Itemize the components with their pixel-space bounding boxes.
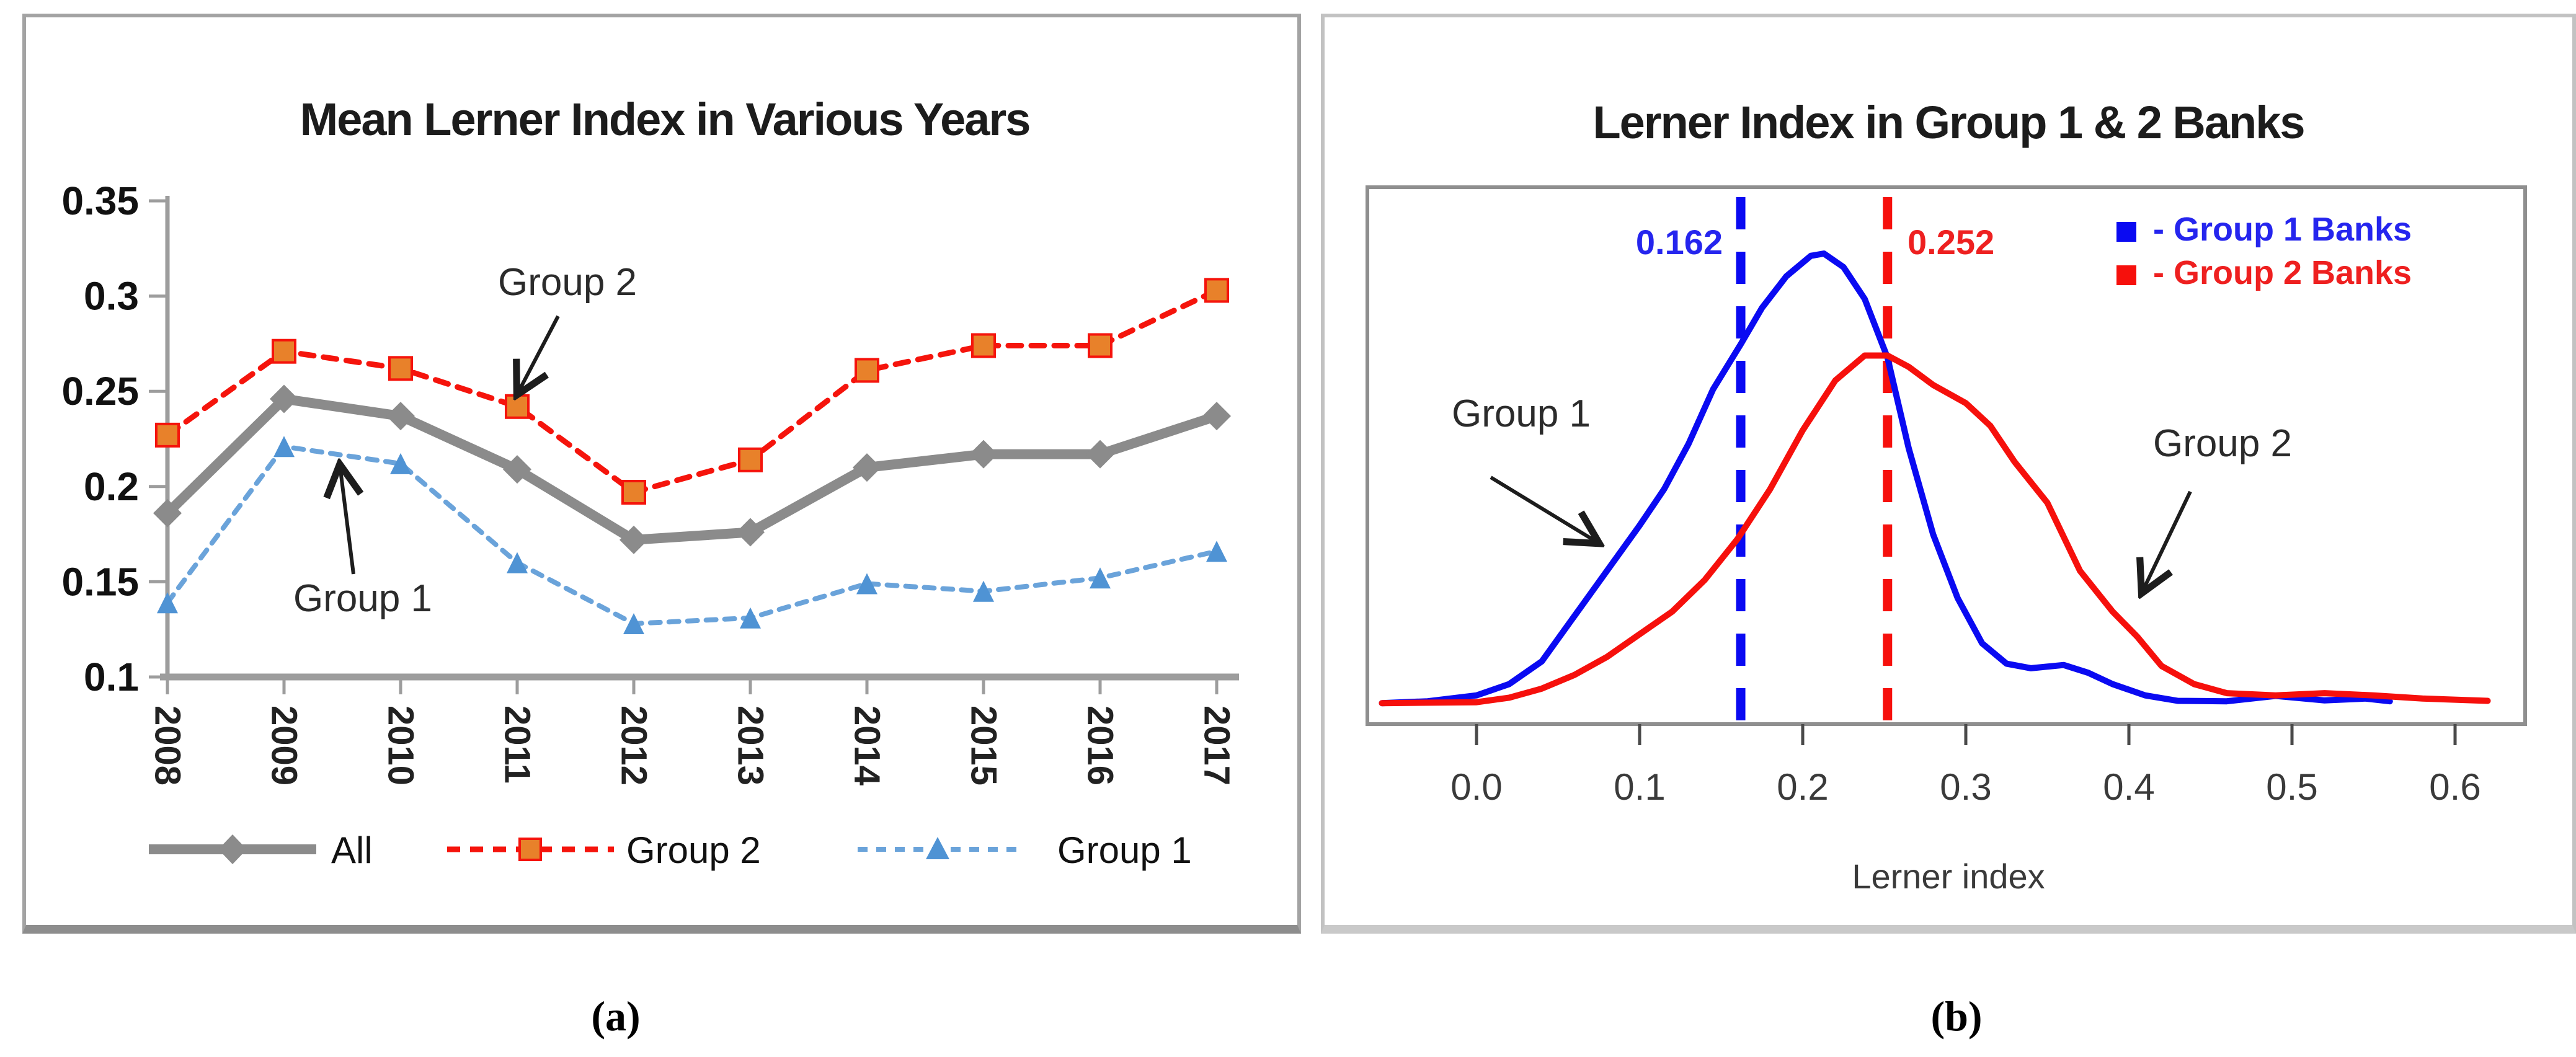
marker-diamond-icon xyxy=(270,384,298,414)
chart-a-title: Mean Lerner Index in Various Years xyxy=(300,94,1030,145)
chart-b-series xyxy=(1379,197,2491,722)
chart-b-canvas: Lerner Index in Group 1 & 2 Banks 0.0 0.1… xyxy=(1366,97,2527,896)
marker-square-icon xyxy=(621,480,646,505)
mean-label-group1: 0.162 xyxy=(1636,223,1723,262)
annotation-group2-b: Group 2 xyxy=(2153,422,2292,465)
chart-a-series xyxy=(153,278,1231,634)
series-line-group-2 xyxy=(164,287,1220,495)
chart-a-canvas: Mean Lerner Index in Various Years 0.350… xyxy=(61,94,1239,871)
legend-marker-group2-square-icon xyxy=(518,838,542,861)
marker-square-icon xyxy=(1204,278,1229,303)
chart-b-xaxis-title: Lerner index xyxy=(1852,857,2045,896)
x-tick-label: 0.2 xyxy=(1777,766,1828,808)
x-tick-label: 0.0 xyxy=(1450,766,1502,808)
marker-diamond-icon xyxy=(969,440,998,469)
legend-label-group1-banks: - Group 1 Banks xyxy=(2153,211,2412,248)
x-tick-label: 2017 xyxy=(1197,705,1237,785)
x-tick-label: 0.1 xyxy=(1614,766,1665,808)
marker-triangle-icon xyxy=(157,592,178,614)
x-tick-label: 2008 xyxy=(148,705,188,785)
marker-square-icon xyxy=(388,356,413,381)
legend-label-group1: Group 1 xyxy=(1057,829,1192,871)
marker-square-icon xyxy=(971,333,996,358)
caption-a: (a) xyxy=(591,993,641,1040)
x-tick-label: 2015 xyxy=(964,705,1004,785)
panel-b: Lerner Index in Group 1 & 2 Banks 0.0 0.1… xyxy=(1321,14,2576,934)
legend-marker-all-diamond-icon xyxy=(218,834,247,864)
marker-square-icon xyxy=(738,447,763,472)
marker-diamond-icon xyxy=(1086,440,1114,469)
annotation-group1-b: Group 1 xyxy=(1452,392,1591,435)
x-tick-label: 2014 xyxy=(847,705,887,785)
x-tick-label: 0.4 xyxy=(2103,766,2154,808)
density-curve-group1 xyxy=(1379,250,2393,707)
marker-triangle-icon xyxy=(390,453,411,474)
marker-triangle-icon xyxy=(507,552,528,573)
chart-b-axes: 0.0 0.1 0.2 0.3 0.4 0.5 0.6 xyxy=(1450,724,2481,808)
marker-diamond-icon xyxy=(1202,402,1231,431)
annotation-arrow-group1-b xyxy=(1490,475,1599,543)
annotation-group1-a: Group 1 xyxy=(293,577,432,620)
y-tick-label: 0.1 xyxy=(84,655,139,699)
marker-triangle-icon xyxy=(740,607,761,629)
density-curve-group2 xyxy=(1379,352,2491,707)
marker-square-icon xyxy=(155,422,180,448)
marker-triangle-icon xyxy=(973,580,994,602)
chart-b-plot-box xyxy=(1366,185,2527,726)
chart-b-title: Lerner Index in Group 1 & 2 Banks xyxy=(1592,97,2304,148)
x-tick-label: 2012 xyxy=(614,705,654,785)
annotation-arrow-group2-b xyxy=(2142,490,2192,593)
legend-label-group2: Group 2 xyxy=(626,829,761,871)
marker-square-icon xyxy=(505,394,530,419)
legend-label-group2-banks: - Group 2 Banks xyxy=(2153,254,2412,291)
legend-swatch-group1-banks-icon xyxy=(2116,222,2136,242)
y-tick-label: 0.15 xyxy=(61,559,139,604)
x-tick-label: 2010 xyxy=(381,705,421,785)
x-tick-label: 0.3 xyxy=(1940,766,1991,808)
mean-label-group2: 0.252 xyxy=(1908,223,1994,262)
legend-swatch-group2-banks-icon xyxy=(2116,265,2136,285)
series-line-group-1 xyxy=(165,444,1219,626)
y-tick-label: 0.25 xyxy=(61,369,139,414)
annotation-group2-a: Group 2 xyxy=(498,261,637,304)
legend-marker-group1-triangle-icon xyxy=(926,837,949,859)
marker-diamond-icon xyxy=(386,402,415,431)
y-tick-label: 0.3 xyxy=(84,274,139,319)
annotation-arrow-group1-a xyxy=(340,465,353,575)
x-tick-label: 2016 xyxy=(1080,705,1121,785)
marker-square-icon xyxy=(272,338,296,364)
marker-square-icon xyxy=(1088,333,1113,358)
marker-square-icon xyxy=(855,358,879,383)
legend-label-all: All xyxy=(331,829,373,871)
marker-diamond-icon xyxy=(620,525,648,554)
x-tick-label: 2011 xyxy=(497,705,538,784)
x-tick-label: 2009 xyxy=(264,705,304,785)
marker-diamond-icon xyxy=(853,453,881,482)
marker-triangle-icon xyxy=(623,613,644,634)
marker-triangle-icon xyxy=(856,573,877,595)
marker-diamond-icon xyxy=(503,455,531,484)
marker-triangle-icon xyxy=(273,436,295,458)
marker-triangle-icon xyxy=(1090,567,1111,589)
chart-a-legend: All Group 2 Group 1 xyxy=(149,829,1192,871)
y-tick-label: 0.35 xyxy=(61,179,139,223)
y-tick-label: 0.2 xyxy=(84,464,139,509)
x-tick-label: 0.6 xyxy=(2429,766,2481,808)
annotation-arrow-group2-a xyxy=(517,315,560,394)
marker-triangle-icon xyxy=(1206,541,1227,562)
caption-b: (b) xyxy=(1930,993,1983,1040)
marker-diamond-icon xyxy=(736,518,765,547)
marker-diamond-icon xyxy=(153,498,182,528)
series-line-all xyxy=(162,394,1222,545)
x-tick-label: 0.5 xyxy=(2266,766,2317,808)
x-tick-label: 2013 xyxy=(731,705,771,785)
panel-a: Mean Lerner Index in Various Years 0.35 0… xyxy=(22,14,1301,934)
chart-b-legend: - Group 1 Banks - Group 2 Banks xyxy=(2116,211,2412,291)
